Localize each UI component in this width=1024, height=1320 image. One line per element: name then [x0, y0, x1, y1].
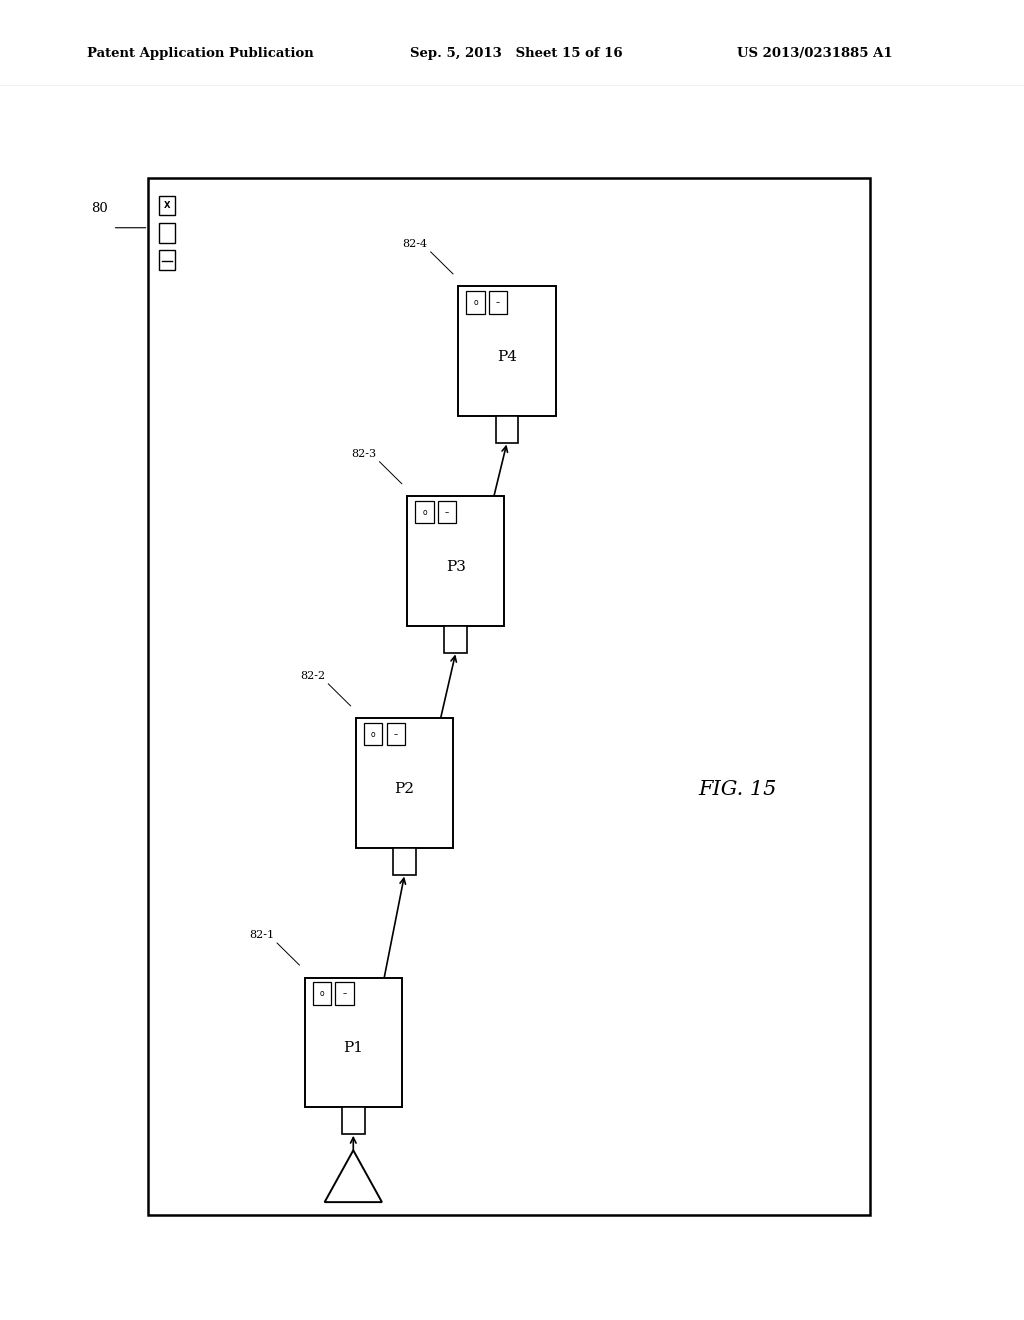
Bar: [148, 178, 870, 1216]
Bar: [305, 978, 401, 1107]
Text: 82-4: 82-4: [402, 239, 428, 249]
Bar: [393, 847, 416, 875]
Bar: [459, 286, 555, 416]
Bar: [313, 982, 332, 1005]
Text: –: –: [393, 730, 398, 739]
Text: 82-3: 82-3: [351, 449, 377, 459]
Text: –: –: [342, 989, 347, 998]
Text: o: o: [371, 730, 376, 739]
Text: P2: P2: [394, 783, 415, 796]
Bar: [416, 502, 434, 523]
Bar: [336, 982, 354, 1005]
Text: –: –: [444, 508, 450, 516]
Text: –: –: [496, 298, 501, 308]
Text: o: o: [319, 989, 325, 998]
Bar: [159, 249, 175, 269]
Bar: [342, 1107, 365, 1134]
Bar: [467, 292, 485, 314]
Bar: [356, 718, 453, 847]
Text: US 2013/0231885 A1: US 2013/0231885 A1: [737, 46, 893, 59]
Bar: [408, 496, 505, 626]
Text: Patent Application Publication: Patent Application Publication: [87, 46, 313, 59]
Bar: [159, 223, 175, 243]
Text: P4: P4: [497, 350, 517, 364]
Text: Sep. 5, 2013   Sheet 15 of 16: Sep. 5, 2013 Sheet 15 of 16: [410, 46, 623, 59]
Text: P3: P3: [445, 560, 466, 574]
Bar: [444, 626, 467, 653]
Text: 82-2: 82-2: [300, 672, 326, 681]
Text: X: X: [164, 201, 170, 210]
Bar: [489, 292, 508, 314]
Text: 82-1: 82-1: [249, 931, 273, 940]
Bar: [438, 502, 457, 523]
Bar: [159, 195, 175, 215]
Text: o: o: [473, 298, 478, 308]
Bar: [387, 723, 406, 746]
Bar: [496, 416, 518, 444]
Text: P1: P1: [343, 1041, 364, 1056]
Bar: [365, 723, 383, 746]
Text: FIG. 15: FIG. 15: [698, 780, 776, 799]
Text: 80: 80: [91, 202, 108, 215]
Text: o: o: [422, 508, 427, 516]
